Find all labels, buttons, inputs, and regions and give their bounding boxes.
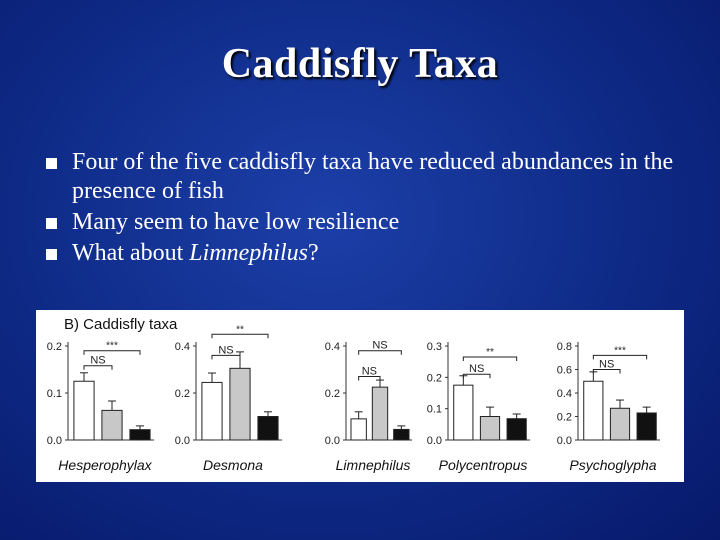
bullet-text: ? <box>307 240 319 266</box>
subchart-hesperophylax: 0.0 0.1 0.2 ***NS Hesperophylax <box>47 341 154 473</box>
bar <box>350 418 367 441</box>
y-tick-label: 0.2 <box>47 341 62 353</box>
taxon-label: Hesperophylax <box>58 457 152 473</box>
significance-label: NS <box>469 363 484 375</box>
taxon-label: Polycentropus <box>439 457 528 473</box>
y-tick-label: 0.0 <box>47 435 62 447</box>
significance-label: NS <box>218 344 233 356</box>
taxon-label: Limnephilus <box>336 457 411 473</box>
significance-bracket <box>358 376 381 381</box>
bar <box>73 380 95 441</box>
bullet-text: Many seem to have low resilience <box>72 209 400 235</box>
bar <box>257 416 279 441</box>
significance-bracket <box>211 354 241 360</box>
significance-label: NS <box>90 355 105 367</box>
bullet-item: What about Limnephilus? <box>46 239 686 268</box>
y-tick-label: 0.8 <box>557 341 572 353</box>
significance-bracket <box>462 356 518 361</box>
caddisfly-figure: B) Caddisfly taxa 0.00.10.2 ***NSHesperop… <box>47 316 660 473</box>
y-tick-label: 0.4 <box>557 388 572 400</box>
significance-bracket <box>462 373 491 379</box>
bullet-text: Four of the five caddisfly taxa have red… <box>72 149 674 204</box>
panel-label: B) Caddisfly taxa <box>64 316 178 333</box>
taxon-label: Desmona <box>203 457 263 473</box>
y-tick-label: 0.1 <box>47 388 62 400</box>
bullet-list: Four of the five caddisfly taxa have red… <box>46 148 686 270</box>
y-tick-label: 0.4 <box>175 341 190 353</box>
significance-bracket <box>592 354 648 360</box>
subchart-polycentropus: 0.0 0.1 0.2 0.3 **NS Polycentropus <box>427 341 530 473</box>
bullet-item: Four of the five caddisfly taxa have red… <box>46 148 686 206</box>
y-tick-label: 0.3 <box>427 341 442 353</box>
bar <box>583 380 604 441</box>
significance-bracket <box>592 369 621 374</box>
significance-label: NS <box>599 359 614 371</box>
bar <box>609 407 631 441</box>
y-tick-label: 0.0 <box>557 435 572 447</box>
bar <box>201 381 223 441</box>
significance-label: *** <box>614 345 626 356</box>
bullet-item: Many seem to have low resilience <box>46 208 686 237</box>
y-tick-label: 0.4 <box>325 341 340 353</box>
significance-label: NS <box>362 366 377 378</box>
subchart-limnephilus: 0.0 0.2 0.4 NS NS Limnephilus <box>325 340 412 473</box>
subchart-desmona: 0.0 0.2 0.4 **NS Desmona <box>175 324 282 473</box>
significance-bracket <box>83 350 141 355</box>
square-bullet-icon <box>46 158 57 169</box>
subchart-psychoglypha: 0.0 0.2 0.4 0.6 0.8 ***NS Psychoglypha <box>557 341 660 473</box>
bar <box>479 416 501 441</box>
y-tick-label: 0.6 <box>557 365 572 377</box>
bullet-text: What about <box>72 240 190 266</box>
figure-panel: B) Caddisfly taxa 0.0 0.1 0.2 *** NS Hesperop… <box>36 310 684 482</box>
square-bullet-icon <box>46 249 57 260</box>
bar <box>129 429 151 441</box>
bar <box>371 386 389 441</box>
bar <box>101 409 123 441</box>
significance-label: ** <box>486 347 494 358</box>
y-tick-label: 0.2 <box>175 388 190 400</box>
significance-label: *** <box>106 341 118 352</box>
slide-title: Caddisfly Taxa <box>221 41 499 87</box>
square-bullet-icon <box>46 218 57 229</box>
y-tick-label: 0.2 <box>557 412 572 424</box>
y-tick-label: 0.2 <box>325 388 340 400</box>
significance-bracket <box>358 350 402 355</box>
bar <box>229 367 251 441</box>
y-tick-label: 0.0 <box>175 435 190 447</box>
y-tick-label: 0.2 <box>427 372 442 384</box>
bar <box>393 428 410 441</box>
bar <box>453 384 474 441</box>
significance-bracket <box>211 333 269 339</box>
y-tick-label: 0.0 <box>427 435 442 447</box>
significance-label: ** <box>236 324 244 335</box>
bullet-text: Limnephilus <box>189 240 308 266</box>
taxon-label: Psychoglypha <box>569 457 656 473</box>
bar <box>636 412 657 441</box>
bar <box>506 418 527 441</box>
significance-label: NS <box>372 340 387 352</box>
significance-bracket <box>83 365 113 370</box>
y-tick-label: 0.1 <box>427 404 442 416</box>
y-tick-label: 0.0 <box>325 435 340 447</box>
